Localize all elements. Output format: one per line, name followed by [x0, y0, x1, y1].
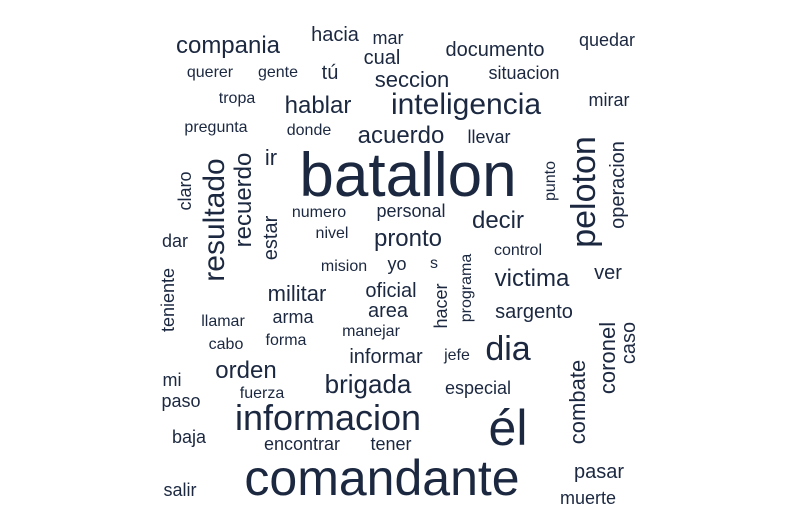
- cloud-word: documento: [445, 39, 545, 61]
- cloud-word: comandante: [244, 450, 520, 506]
- cloud-word: donde: [286, 122, 332, 139]
- cloud-word: hacia: [311, 24, 359, 46]
- cloud-word: forma: [265, 332, 307, 349]
- cloud-word: salir: [163, 480, 197, 500]
- cloud-word: decir: [471, 207, 525, 234]
- cloud-word: tú: [321, 62, 339, 84]
- cloud-word: mision: [320, 258, 368, 275]
- cloud-word: peloton: [565, 136, 603, 248]
- cloud-word: cual: [363, 47, 401, 69]
- cloud-word: pronto: [373, 225, 443, 252]
- cloud-word: manejar: [342, 323, 400, 340]
- cloud-word: victima: [494, 265, 570, 292]
- cloud-word: paso: [161, 391, 201, 411]
- cloud-word: teniente: [158, 267, 178, 333]
- cloud-word: estar: [260, 215, 282, 261]
- cloud-word: caso: [618, 321, 640, 365]
- cloud-word: tropa: [218, 90, 256, 107]
- cloud-word: oficial: [365, 280, 417, 302]
- cloud-word: sargento: [495, 301, 573, 323]
- cloud-word: querer: [186, 64, 234, 81]
- cloud-word: nivel: [315, 225, 349, 242]
- cloud-word: mi: [162, 370, 182, 390]
- cloud-word: numero: [291, 204, 347, 221]
- cloud-word: mar: [372, 28, 404, 48]
- cloud-word: encontrar: [263, 434, 341, 454]
- cloud-word: jefe: [444, 347, 470, 364]
- cloud-word: pasar: [573, 461, 625, 483]
- cloud-word: informar: [349, 346, 423, 368]
- cloud-word: militar: [267, 281, 327, 306]
- cloud-word: mirar: [588, 90, 630, 110]
- cloud-word: personal: [376, 201, 446, 221]
- cloud-word: s: [430, 255, 438, 272]
- cloud-word: fuerza: [239, 385, 285, 402]
- cloud-word: baja: [171, 427, 207, 447]
- cloud-word: punto: [542, 160, 559, 202]
- cloud-word: dia: [485, 330, 531, 368]
- cloud-word: seccion: [374, 67, 450, 92]
- cloud-word: inteligencia: [390, 88, 542, 121]
- cloud-word: dar: [161, 231, 189, 251]
- cloud-word: yo: [387, 254, 407, 274]
- cloud-word: llamar: [201, 313, 245, 330]
- cloud-word: batallon: [299, 141, 517, 210]
- cloud-word: ver: [594, 262, 622, 284]
- cloud-word: llevar: [467, 127, 511, 147]
- cloud-word: combate: [565, 359, 590, 445]
- cloud-word: muerte: [559, 488, 617, 508]
- cloud-word: gente: [257, 64, 299, 81]
- cloud-word: quedar: [578, 30, 636, 50]
- cloud-word: recuerdo: [230, 152, 257, 248]
- cloud-word: hablar: [284, 92, 352, 119]
- cloud-word: operacion: [607, 141, 629, 229]
- cloud-word: acuerdo: [357, 122, 445, 149]
- cloud-word: coronel: [595, 321, 620, 395]
- cloud-word: cabo: [208, 336, 244, 353]
- cloud-word: situacion: [488, 63, 560, 83]
- cloud-word: brigada: [324, 369, 412, 399]
- cloud-word: ir: [264, 145, 278, 170]
- cloud-word: informacion: [234, 397, 422, 438]
- cloud-word: area: [367, 300, 409, 322]
- cloud-word: programa: [458, 253, 475, 323]
- cloud-word: él: [488, 400, 528, 456]
- cloud-word: compania: [175, 32, 281, 59]
- cloud-word: pregunta: [184, 119, 248, 136]
- cloud-word: tener: [370, 434, 412, 454]
- cloud-word: arma: [272, 307, 314, 327]
- cloud-word: resultado: [198, 158, 231, 282]
- cloud-word: hacer: [431, 283, 451, 329]
- cloud-word: control: [493, 242, 543, 259]
- cloud-word: claro: [175, 171, 195, 211]
- cloud-word: especial: [444, 378, 512, 398]
- cloud-word: orden: [215, 357, 277, 384]
